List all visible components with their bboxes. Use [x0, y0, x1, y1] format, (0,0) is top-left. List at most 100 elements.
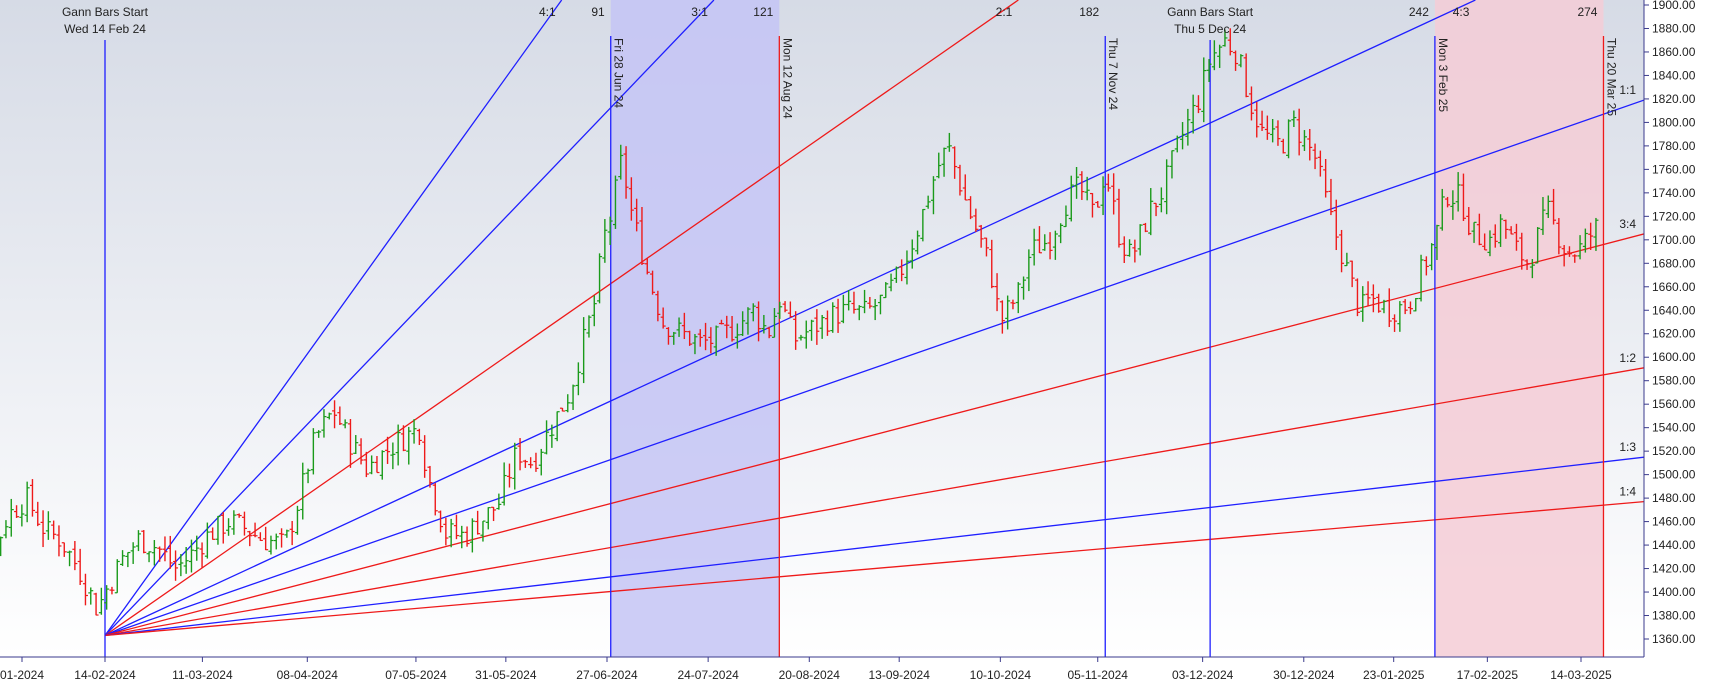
ohlc-bar: [289, 520, 295, 546]
ohlc-bar: [782, 301, 788, 313]
gann-fan-line-1-4: [104, 500, 1644, 637]
ohlc-bar: [241, 511, 247, 536]
ohlc-bar: [1582, 228, 1588, 253]
ohlc-bar: [883, 282, 889, 299]
ohlc-bar: [559, 407, 565, 412]
ohlc-bar: [650, 270, 656, 295]
ohlc-bar: [130, 542, 136, 564]
ohlc-bar: [114, 559, 120, 594]
ohlc-bar: [1418, 254, 1424, 302]
y-tick-label: 1840.00: [1652, 68, 1696, 82]
ohlc-bar: [496, 493, 502, 510]
ohlc-bar: [151, 540, 157, 566]
ohlc-bar: [1180, 122, 1186, 150]
ohlc-bar: [920, 208, 926, 242]
ohlc-bar: [1286, 119, 1292, 159]
ohlc-bar: [809, 319, 815, 341]
ohlc-bar: [1593, 217, 1599, 251]
ohlc-bar: [1148, 188, 1154, 236]
x-tick-label: 08-04-2024: [277, 668, 339, 682]
ohlc-bar: [994, 273, 1000, 312]
ohlc-bar: [729, 316, 735, 342]
ohlc-bar: [930, 176, 936, 215]
ohlc-bar: [120, 550, 126, 566]
ohlc-bar: [475, 510, 481, 535]
ohlc-bar: [1074, 167, 1080, 199]
ohlc-bar: [1508, 226, 1514, 235]
ohlc-bar: [263, 526, 269, 551]
ohlc-bar: [294, 505, 300, 535]
y-tick-label: 1420.00: [1652, 562, 1696, 576]
ohlc-bar: [199, 542, 205, 568]
ohlc-bar: [872, 298, 878, 321]
ohlc-bar: [1042, 234, 1048, 251]
x-tick-label: 20-08-2024: [779, 668, 841, 682]
ohlc-bar: [1089, 192, 1095, 218]
ohlc-bar: [687, 330, 693, 346]
ohlc-bar: [597, 253, 603, 304]
ohlc-bar: [321, 409, 327, 438]
ohlc-bar: [1116, 188, 1122, 248]
ohlc-bar: [1513, 223, 1519, 251]
ohlc-bar: [1052, 230, 1058, 260]
ohlc-bar: [1127, 239, 1133, 257]
ohlc-bar: [528, 457, 534, 469]
ohlc-bar: [422, 435, 428, 478]
ohlc-bar: [310, 428, 316, 475]
ohlc-bar: [305, 468, 311, 484]
ohlc-bar: [316, 430, 322, 438]
ohlc-bar: [0, 536, 4, 557]
y-tick-label: 1380.00: [1652, 609, 1696, 623]
ohlc-bar: [936, 152, 942, 179]
ohlc-bar: [1376, 293, 1382, 313]
ohlc-bar: [82, 573, 88, 606]
ohlc-bar: [1349, 260, 1355, 288]
ohlc-bar: [231, 510, 237, 535]
ohlc-bar: [840, 294, 846, 324]
x-tick-label: 01-2024: [0, 668, 44, 682]
gann-fan-line-1-1: [104, 99, 1644, 637]
ohlc-bar: [183, 547, 189, 574]
gann-fan-label-1-4: 1:4: [1619, 485, 1636, 499]
ohlc-bar: [3, 520, 9, 539]
ohlc-bar: [915, 230, 921, 255]
ohlc-bar: [8, 498, 14, 537]
ohlc-bar: [268, 535, 274, 555]
ohlc-bar: [968, 196, 974, 220]
gann-start-label: Gann Bars Start: [1167, 5, 1254, 19]
ohlc-bar: [740, 311, 746, 336]
ohlc-bar: [591, 295, 597, 327]
ohlc-bar: [1344, 252, 1350, 267]
gann-fan-label-3-4: 3:4: [1619, 217, 1636, 231]
y-tick-label: 1500.00: [1652, 468, 1696, 482]
y-tick-label: 1440.00: [1652, 538, 1696, 552]
ohlc-bar: [491, 506, 497, 522]
ohlc-bar: [1068, 175, 1074, 222]
y-tick-label: 1780.00: [1652, 139, 1696, 153]
ohlc-bar: [703, 322, 709, 351]
ohlc-bar: [1227, 28, 1233, 56]
ohlc-bar: [1058, 223, 1064, 244]
ohlc-bar: [1100, 176, 1106, 216]
ohlc-bar: [88, 587, 94, 605]
gann-fan-label-3-1: 3:1: [691, 5, 708, 19]
ohlc-bar: [1243, 53, 1249, 98]
ohlc-bar: [904, 250, 910, 285]
ohlc-bar: [1545, 195, 1551, 219]
ohlc-bar: [353, 435, 359, 455]
ohlc-bar: [194, 535, 200, 561]
ohlc-bar: [989, 239, 995, 289]
y-tick-label: 1480.00: [1652, 491, 1696, 505]
ohlc-bar: [1460, 173, 1466, 222]
ohlc-bar: [395, 424, 401, 466]
ohlc-bar: [326, 412, 332, 420]
ohlc-bar: [1471, 221, 1477, 243]
gann-start-date-label: Wed 14 Feb 24: [64, 22, 146, 36]
ohlc-bar: [655, 290, 661, 322]
x-tick-label: 03-12-2024: [1172, 668, 1234, 682]
ohlc-bar: [279, 528, 285, 548]
ohlc-bar: [98, 587, 104, 615]
ohlc-bar: [681, 312, 687, 340]
gann-fan-line-1-2: [104, 367, 1644, 637]
ohlc-bar: [1588, 222, 1594, 250]
